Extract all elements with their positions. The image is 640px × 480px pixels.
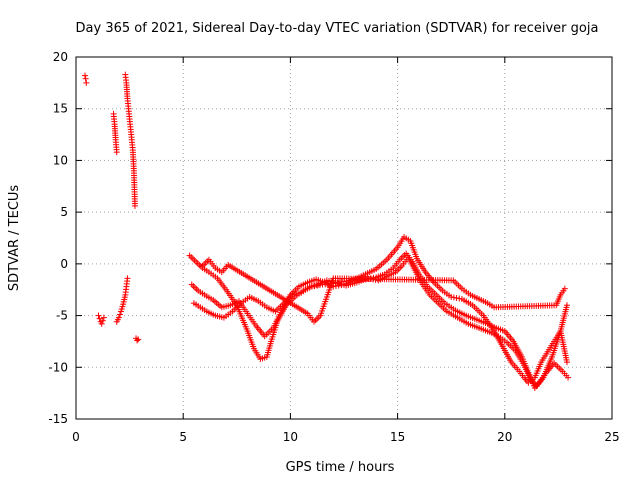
data-point <box>113 149 120 156</box>
data-point <box>98 320 105 327</box>
data-point <box>95 312 102 319</box>
y-axis-label: SDTVAR / TECUs <box>7 185 22 292</box>
data-point <box>456 295 463 302</box>
data-point <box>563 359 570 366</box>
chart-title: Day 365 of 2021, Sidereal Day-to-day VTE… <box>76 21 599 36</box>
y-tick-label: 5 <box>60 205 68 219</box>
x-tick-label: 10 <box>283 430 298 444</box>
data-point <box>561 285 568 292</box>
data-point <box>450 294 457 301</box>
data-point <box>100 314 107 321</box>
data-point <box>565 374 572 381</box>
data-point <box>364 275 371 282</box>
x-tick-label: 25 <box>604 430 619 444</box>
y-tick-label: 0 <box>60 257 68 271</box>
y-tick-label: 15 <box>53 102 68 116</box>
data-point <box>124 275 131 282</box>
y-tick-label: -10 <box>48 360 68 374</box>
data-point <box>116 311 123 318</box>
y-tick-label: -5 <box>56 309 68 323</box>
grid <box>76 57 612 419</box>
x-tick-label: 20 <box>497 430 512 444</box>
data-point <box>82 75 89 82</box>
plot-frame <box>75 56 613 420</box>
x-tick-label: 15 <box>390 430 405 444</box>
data-point <box>96 315 103 322</box>
axis-ticks: 0 5 10 15 20 25 -15 -10 -5 0 5 10 15 20 <box>48 50 619 444</box>
data-point <box>563 302 570 309</box>
y-tick-label: 10 <box>53 153 68 167</box>
data-points <box>82 71 572 391</box>
data-point <box>135 336 142 343</box>
y-tick-label: 20 <box>53 50 68 64</box>
data-point <box>99 317 106 324</box>
x-axis-label: GPS time / hours <box>286 460 395 475</box>
x-tick-label: 0 <box>72 430 80 444</box>
x-tick-label: 5 <box>179 430 187 444</box>
data-point <box>83 79 90 86</box>
data-point <box>115 314 122 321</box>
data-point <box>134 337 141 344</box>
y-tick-label: -15 <box>48 412 68 426</box>
data-point <box>131 202 138 209</box>
data-point <box>453 294 460 301</box>
data-point <box>82 72 89 79</box>
data-point <box>448 293 455 300</box>
